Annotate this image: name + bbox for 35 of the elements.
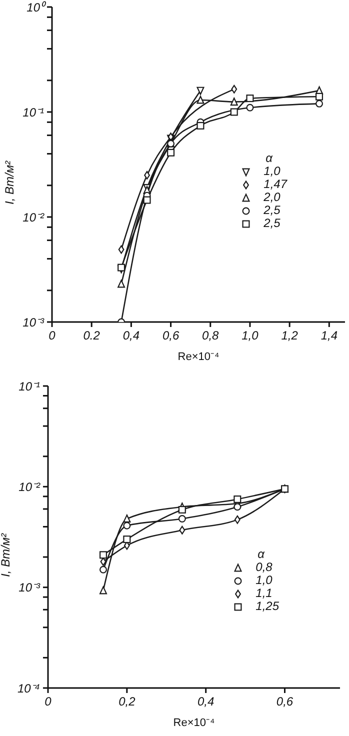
- y-tick-label: 10⁻³: [18, 580, 42, 595]
- x-axis-title: Re×10⁻⁴: [173, 717, 215, 729]
- y-tick-label: 10⁻¹: [22, 105, 44, 120]
- legend-label: 1,25: [256, 599, 279, 613]
- legend-label: 2,5: [264, 216, 280, 230]
- legend-label: 2,0: [264, 190, 280, 204]
- y-tick-label: 10⁻⁴: [17, 681, 40, 696]
- x-tick-label: 0,4: [197, 694, 214, 709]
- x-tick-label: 0,6: [276, 694, 294, 709]
- x-axis-title: Re×10⁻⁴: [178, 351, 220, 363]
- x-tick-label: 1,0: [242, 328, 259, 343]
- x-tick-label: 0,6: [162, 328, 180, 343]
- legend-title: α: [256, 547, 266, 561]
- x-tick-label: 0,4: [122, 328, 140, 343]
- y-axis-title: I, Вт/м²: [2, 160, 16, 204]
- legend-label: 1,0: [256, 573, 272, 587]
- y-tick-label: 10⁻¹: [18, 379, 40, 394]
- x-tick-label: 0: [44, 694, 52, 709]
- legend-title: α: [264, 151, 274, 165]
- x-tick-label: 0.2: [83, 328, 100, 343]
- x-tick-label: 0: [48, 328, 56, 343]
- legend-label: 0,8: [256, 560, 272, 574]
- y-axis-title: I, Вт/м²: [0, 532, 12, 577]
- x-tick-label: 0,8: [202, 328, 220, 343]
- x-tick-label: 1,4: [320, 328, 338, 343]
- legend-label: 2,5: [264, 203, 280, 217]
- y-tick-label: 10⁻²: [22, 210, 46, 224]
- legend-label: 1,1: [256, 586, 272, 600]
- y-tick-label: 10⁰: [26, 0, 47, 14]
- legend-label: 1,47: [264, 177, 287, 191]
- legend-label: 1,0: [264, 164, 280, 178]
- y-tick-label: 10⁻³: [22, 315, 46, 330]
- x-tick-label: 0,2: [118, 694, 136, 709]
- x-tick-label: 1,2: [281, 328, 298, 343]
- y-tick-label: 10⁻²: [18, 480, 42, 494]
